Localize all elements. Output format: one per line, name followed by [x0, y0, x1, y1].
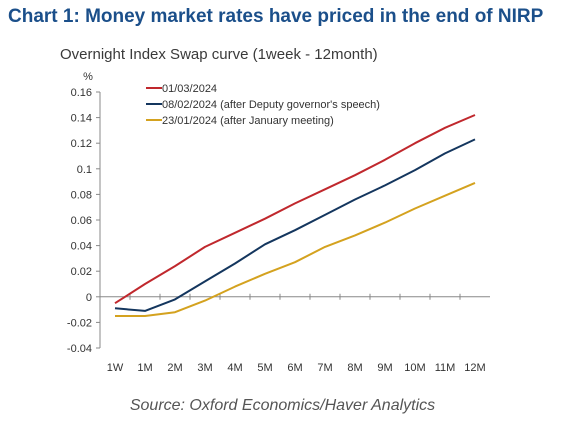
legend: 01/03/2024 08/02/2024 (after Deputy gover… [146, 83, 380, 127]
chart-title: Chart 1: Money market rates have priced … [8, 6, 544, 27]
y-tick-label: 0.08 [71, 189, 92, 201]
y-tick-label: 0.06 [71, 215, 92, 227]
series-lines [114, 114, 476, 317]
x-tick-label: 2M [167, 362, 182, 374]
y-tick-label: 0.16 [71, 87, 92, 99]
x-tick-label: 5M [257, 362, 272, 374]
y-axis-label: % [83, 71, 93, 83]
series-line [114, 114, 476, 305]
y-tick-label: -0.04 [67, 343, 92, 355]
x-tick-label: 12M [464, 362, 485, 374]
x-tick-label: 9M [377, 362, 392, 374]
y-tick-label: 0.1 [77, 164, 92, 176]
x-tick-label: 7M [317, 362, 332, 374]
y-tick-label: 0.12 [71, 138, 92, 150]
series-line [114, 138, 476, 312]
y-tick-label: 0.14 [71, 113, 92, 125]
x-tick-label: 4M [227, 362, 242, 374]
x-tick-label: 8M [347, 362, 362, 374]
y-tick-label: 0.02 [71, 266, 92, 278]
series-line [115, 181, 476, 317]
x-tick-label: 6M [287, 362, 302, 374]
axes [96, 91, 490, 349]
x-tick-label: 11M [435, 362, 456, 374]
x-tick-label: 1M [137, 362, 152, 374]
x-tick-label: 10M [404, 362, 425, 374]
y-tick-label: 0 [86, 292, 92, 304]
legend-label: 23/01/2024 (after January meeting) [162, 115, 334, 127]
x-tick-label: 3M [197, 362, 212, 374]
legend-label: 08/02/2024 (after Deputy governor's spee… [162, 99, 380, 111]
legend-label: 01/03/2024 [162, 83, 217, 95]
y-tick-label: 0.04 [71, 241, 92, 253]
x-tick-label: 1W [107, 362, 124, 374]
source-note: Source: Oxford Economics/Haver Analytics [129, 397, 436, 414]
y-tick-label: -0.02 [67, 317, 92, 329]
chart-subtitle: Overnight Index Swap curve (1week - 12mo… [60, 46, 378, 63]
tick-labels: -0.04 -0.02 0 0.02 0.04 0.06 0.08 0.1 0.12 0.14 0.… [67, 71, 486, 374]
